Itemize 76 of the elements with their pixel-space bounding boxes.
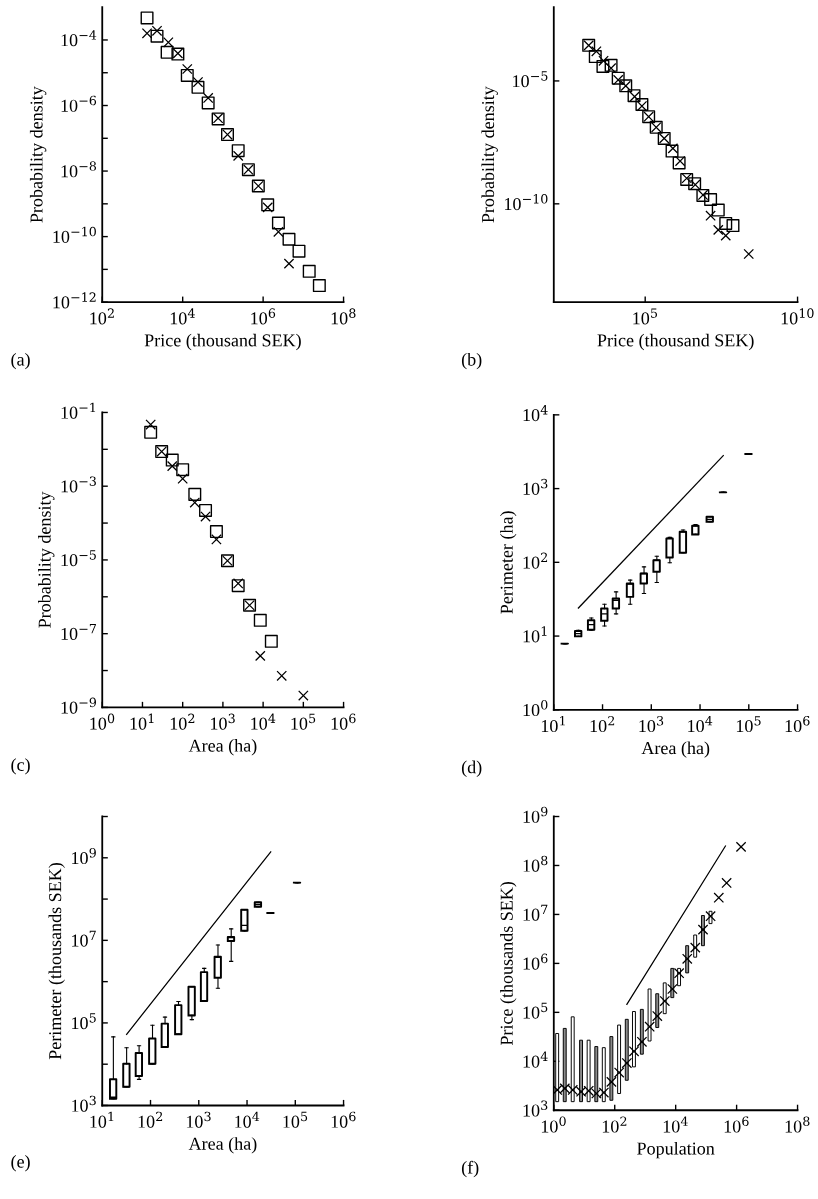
y-tick-label: 10$^{−9}$ bbox=[61, 697, 97, 714]
y-tick-label: 10$^{−10}$ bbox=[505, 194, 548, 211]
text: (b) bbox=[461, 352, 482, 370]
x-tick-label: 10$^{8}$ bbox=[785, 1116, 810, 1133]
x-tick-label: 10$^{6}$ bbox=[724, 1116, 749, 1133]
x-tick-label: 10$^{2}$ bbox=[90, 308, 114, 325]
y-tick-label: 10$^{−3}$ bbox=[61, 476, 96, 493]
y-tick-label: 10$^{7}$ bbox=[72, 930, 96, 947]
x-tick-label: 10$^{5}$ bbox=[291, 713, 316, 730]
text: (d) bbox=[461, 760, 482, 777]
x-tick-label: 10$^{4}$ bbox=[235, 1111, 260, 1128]
y-axis-title: Probability density bbox=[481, 86, 498, 223]
text: (e) bbox=[11, 1155, 30, 1172]
x-tick-label: 10$^{3}$ bbox=[186, 1111, 211, 1128]
x-tick-label: 10$^{2}$ bbox=[602, 1116, 627, 1133]
x-tick-label: 10$^{2}$ bbox=[138, 1111, 163, 1128]
y-axis-title: Perimeter (ha) bbox=[500, 511, 517, 614]
y-tick-label: 10$^{3}$ bbox=[523, 478, 548, 495]
y-axis-title: Probability density bbox=[38, 491, 55, 628]
y-tick-label: 10$^{7}$ bbox=[523, 904, 548, 921]
x-axis-title: Area (ha) bbox=[188, 739, 257, 756]
y-tick-label: 10$^{3}$ bbox=[523, 1100, 548, 1117]
x-tick-label: 10$^{8}$ bbox=[331, 308, 356, 325]
y-tick-label: 10$^{6}$ bbox=[523, 953, 548, 970]
y-tick-label: 10$^{−10}$ bbox=[53, 226, 96, 243]
x-tick-label: 10$^{4}$ bbox=[170, 308, 195, 325]
y-tick-label: 10$^{2}$ bbox=[523, 552, 548, 569]
x-tick-label: 10$^{2}$ bbox=[590, 715, 615, 733]
y-tick-label: 10$^{−1}$ bbox=[61, 402, 96, 419]
y-tick-label: 10$^{−8}$ bbox=[61, 161, 97, 178]
x-axis-title: Area (ha) bbox=[641, 741, 710, 758]
y-axis-title: Perimeter (thousands SEK) bbox=[48, 863, 65, 1060]
text: (a) bbox=[11, 352, 30, 370]
x-tick-label: 10$^{0}$ bbox=[90, 713, 115, 730]
y-axis-title: Probability density bbox=[29, 86, 47, 223]
text: (c) bbox=[11, 758, 30, 775]
x-tick-label: 10$^{0}$ bbox=[541, 1116, 566, 1133]
y-tick-label: 10$^{−7}$ bbox=[61, 624, 96, 640]
x-tick-label: 10$^{1}$ bbox=[541, 715, 565, 733]
x-tick-label: 10$^{3}$ bbox=[211, 713, 235, 730]
x-tick-label: 10$^{6}$ bbox=[331, 1111, 356, 1128]
x-tick-label: 10$^{5}$ bbox=[633, 308, 658, 325]
y-tick-label: 10$^{3}$ bbox=[72, 1095, 96, 1112]
x-tick-label: 10$^{4}$ bbox=[688, 715, 713, 733]
y-tick-label: 10$^{−5}$ bbox=[61, 550, 96, 567]
x-tick-label: 10$^{10}$ bbox=[781, 308, 814, 325]
x-axis-title: Price (thousand SEK) bbox=[597, 333, 754, 351]
x-tick-label: 10$^{6}$ bbox=[785, 715, 810, 733]
y-tick-label: 10$^{−6}$ bbox=[61, 95, 97, 112]
x-tick-label: 10$^{5}$ bbox=[736, 716, 761, 733]
x-tick-label: 10$^{1}$ bbox=[90, 1111, 114, 1128]
x-tick-label: 10$^{2}$ bbox=[170, 713, 195, 730]
y-tick-label: 10$^{0}$ bbox=[523, 700, 548, 717]
y-tick-label: 10$^{8}$ bbox=[523, 855, 548, 872]
x-tick-label: 10$^{1}$ bbox=[130, 713, 154, 730]
x-tick-label: 10$^{6}$ bbox=[331, 713, 356, 730]
x-tick-label: 10$^{5}$ bbox=[283, 1111, 308, 1128]
x-tick-label: 10$^{4}$ bbox=[251, 713, 276, 730]
y-tick-label: 10$^{−4}$ bbox=[61, 30, 97, 47]
y-tick-label: 10$^{4}$ bbox=[523, 1051, 548, 1068]
x-axis-title: Population bbox=[637, 1141, 715, 1159]
y-tick-label: 10$^{9}$ bbox=[72, 847, 96, 865]
text: (f) bbox=[461, 1160, 479, 1178]
y-tick-label: 10$^{−12}$ bbox=[53, 292, 96, 309]
y-tick-label: 10$^{4}$ bbox=[523, 405, 548, 422]
y-tick-label: 10$^{9}$ bbox=[523, 806, 548, 823]
y-axis-title: Price (thousands SEK) bbox=[500, 881, 517, 1046]
x-axis-title: Price (thousand SEK) bbox=[144, 333, 301, 351]
y-tick-label: 10$^{−5}$ bbox=[513, 71, 548, 88]
x-tick-label: 10$^{3}$ bbox=[639, 715, 664, 733]
y-tick-label: 10$^{5}$ bbox=[72, 1013, 96, 1030]
y-tick-label: 10$^{1}$ bbox=[523, 626, 547, 643]
x-axis-title: Area (ha) bbox=[188, 1137, 257, 1154]
x-tick-label: 10$^{6}$ bbox=[251, 308, 276, 325]
y-tick-label: 10$^{5}$ bbox=[523, 1002, 548, 1019]
x-tick-label: 10$^{4}$ bbox=[663, 1116, 688, 1133]
